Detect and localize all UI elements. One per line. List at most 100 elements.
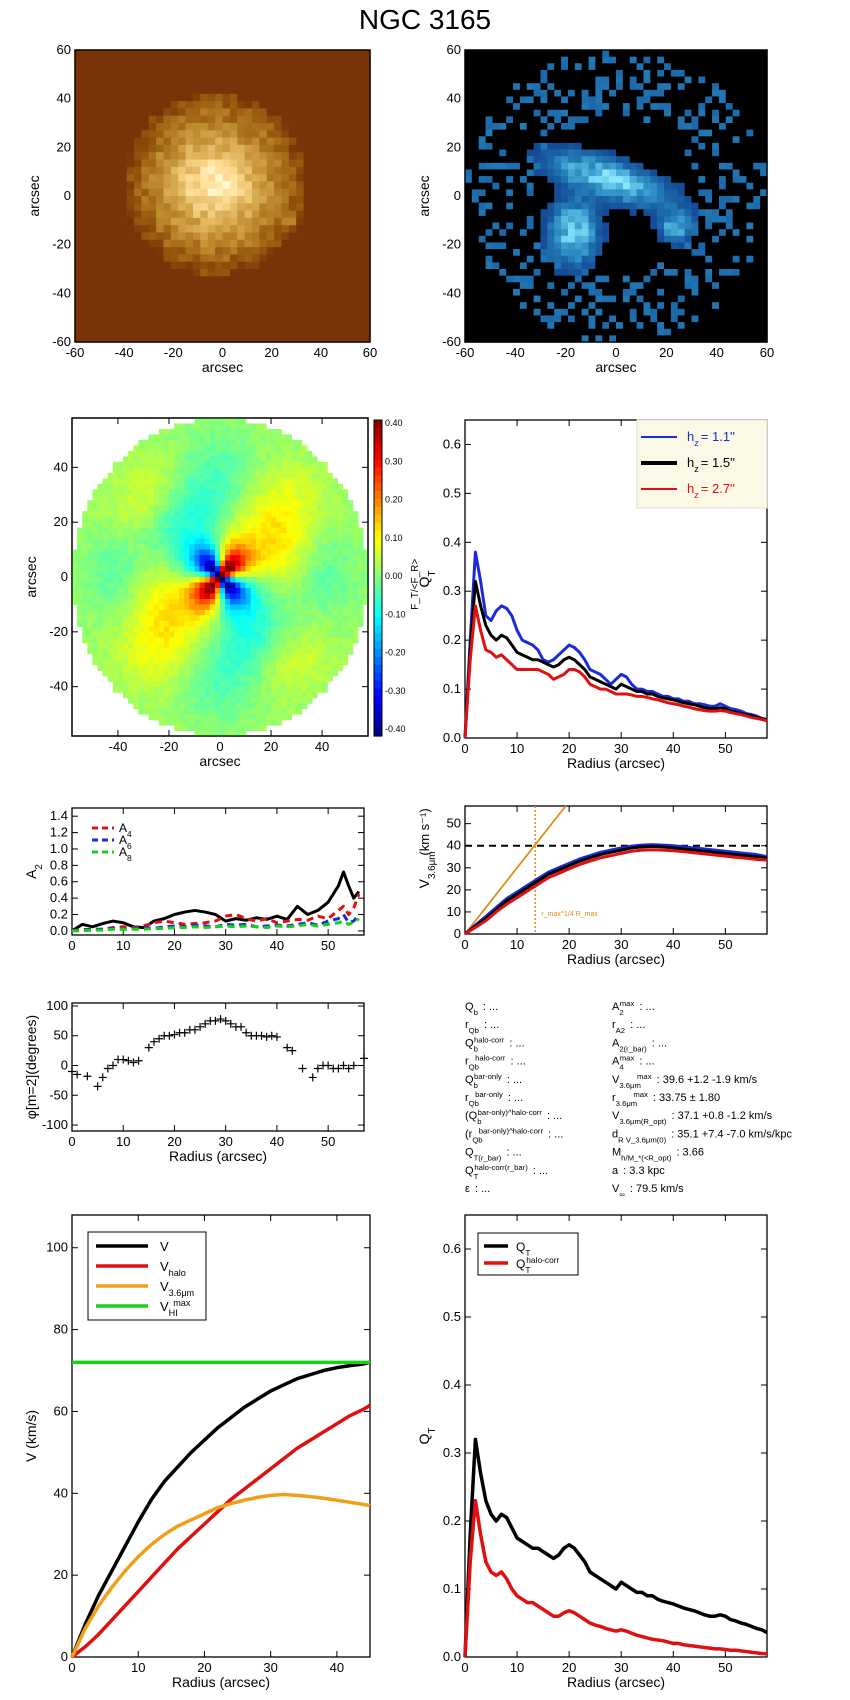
image-pixel [567,89,576,98]
image-pixel [163,181,172,190]
image-pixel [178,210,187,219]
y-axis-label: arcsec [416,175,432,216]
image-pixel [281,334,290,343]
force-pixel [204,642,211,649]
force-pixel [204,428,211,436]
force-pixel [153,467,160,474]
force-pixel [168,631,175,638]
force-pixel [97,604,104,611]
image-pixel [595,116,603,124]
image-pixel [602,255,610,263]
image-pixel [650,169,658,177]
force-pixel [153,549,160,556]
image-pixel [340,137,349,146]
force-pixel [199,582,206,589]
image-pixel [185,181,194,190]
image-pixel [588,282,597,290]
image-pixel [471,269,480,277]
image-pixel [170,166,179,175]
force-pixel [92,560,99,567]
force-pixel [158,719,165,726]
image-pixel [561,222,569,230]
image-pixel [712,322,720,330]
image-pixel [288,79,297,88]
force-pixel [123,489,129,496]
image-pixel [311,79,319,88]
force-pixel [117,598,124,606]
image-pixel [629,202,638,210]
image-pixel [581,235,590,244]
force-pixel [220,445,226,452]
image-pixel [732,182,741,190]
force-pixel [158,681,165,688]
image-pixel [193,93,201,102]
image-pixel [595,202,603,210]
image-pixel [148,276,157,285]
force-pixel [204,538,211,545]
image-pixel [170,269,179,277]
force-pixel [168,516,175,523]
image-pixel [200,144,209,153]
image-pixel [318,334,327,343]
force-pixel [97,615,104,622]
image-pixel [636,235,645,244]
force-pixel [204,555,211,562]
image-pixel [540,269,548,277]
force-pixel [97,631,104,638]
image-pixel [126,305,135,314]
image-pixel [492,116,500,124]
image-pixel [609,322,617,330]
force-pixel [214,500,221,507]
image-pixel [134,137,142,146]
image-pixel [237,86,246,95]
image-pixel [574,215,583,224]
image-pixel [540,202,548,210]
image-pixel [281,130,290,139]
force-pixel [97,489,104,496]
image-pixel [725,249,734,257]
image-pixel [97,123,106,131]
y-tick-label: 0 [64,188,71,203]
image-pixel [643,255,651,263]
image-pixel [732,136,741,144]
image-pixel [311,334,319,343]
image-pixel [718,189,727,197]
image-pixel [581,109,590,117]
image-pixel [712,196,720,204]
image-pixel [718,123,727,131]
force-pixel [123,577,129,584]
image-pixel [259,130,268,139]
force-pixel [209,450,216,457]
image-pixel [622,275,631,283]
image-pixel [492,275,500,283]
force-pixel [97,664,104,671]
force-pixel [174,642,180,649]
image-pixel [567,109,576,117]
image-pixel [684,202,693,210]
image-pixel [229,334,238,343]
x-tick-label: 60 [760,345,774,360]
image-pixel [126,210,135,219]
force-pixel [158,483,165,490]
force-pixel [194,450,201,457]
image-pixel [141,71,150,80]
force-pixel [92,533,99,540]
image-pixel [526,275,535,283]
force-pixel [97,566,104,573]
image-pixel [616,215,624,224]
image-pixel [602,176,610,184]
page-title: NGC 3165 [358,4,492,35]
image-pixel [340,298,349,307]
image-pixel [274,86,283,95]
image-pixel [567,322,576,330]
image-pixel [636,50,645,58]
image-pixel [478,269,487,277]
image-pixel [513,116,521,124]
image-pixel [636,328,645,336]
image-pixel [712,96,720,104]
image-pixel [513,196,521,204]
force-pixel [112,577,119,584]
image-pixel [111,247,120,255]
force-pixel [117,500,124,507]
image-pixel [111,203,120,212]
